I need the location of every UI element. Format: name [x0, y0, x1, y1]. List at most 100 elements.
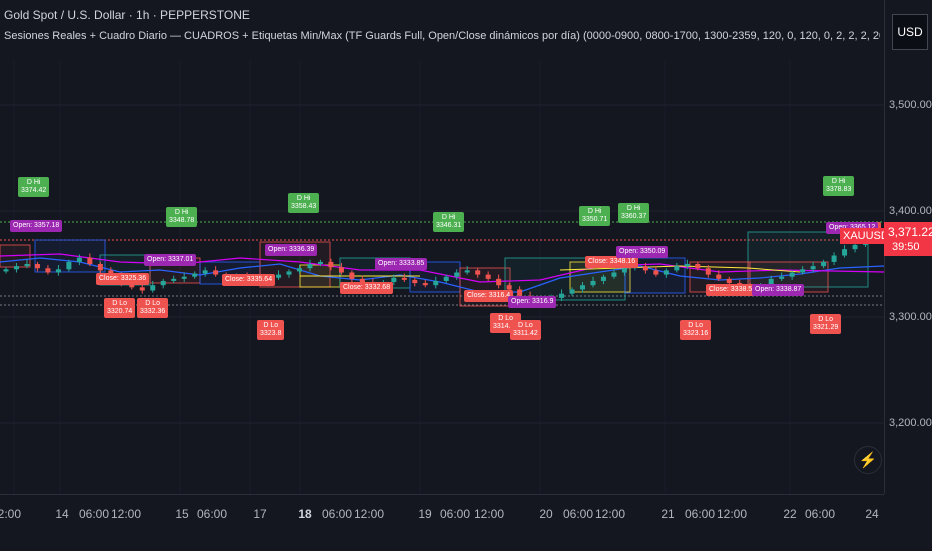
- candle-body: [87, 257, 93, 264]
- candle-body: [422, 283, 428, 286]
- open-label: Open: 3357.18: [10, 220, 63, 232]
- chart-area[interactable]: D Hi 3374.42 Open: 3357.18 Close: 3325.36 D …: [0, 0, 892, 494]
- time-tick: 06:00: [439, 507, 471, 521]
- lightning-icon[interactable]: ⚡: [854, 446, 882, 474]
- time-tick: 24: [865, 507, 879, 521]
- day-low-label: D Lo 3323.8: [257, 320, 285, 340]
- currency-button[interactable]: USD: [892, 14, 928, 50]
- day-high-label: D Hi 3346.31: [433, 212, 465, 232]
- label-line: 3314.64: [493, 323, 519, 330]
- candle-body: [139, 287, 145, 291]
- open-label: Open: 3337.01: [144, 254, 197, 266]
- close-label: Close: 3338.57: [706, 284, 760, 296]
- time-tick: 12:00: [594, 507, 626, 521]
- indicator-lines: [0, 253, 884, 293]
- candle-body: [171, 278, 177, 281]
- label-line: D Lo: [688, 322, 704, 329]
- candle-body: [580, 285, 586, 290]
- label-line: D Hi: [26, 179, 41, 186]
- day-low-label: D Lo 3320.74: [104, 298, 136, 318]
- candle-body: [517, 289, 523, 296]
- time-tick: 12:00: [353, 507, 385, 521]
- candle-body: [642, 266, 648, 271]
- moving-average-blue: [0, 257, 884, 293]
- candle-body: [653, 270, 659, 275]
- time-tick: 06:00: [196, 507, 228, 521]
- close-label: Close: 3348.16: [585, 256, 639, 268]
- open-label: Open: 3333.85: [375, 258, 428, 270]
- candle-body: [454, 272, 460, 277]
- candle-body: [716, 274, 722, 279]
- candle-body: [307, 264, 313, 269]
- candle-body: [328, 261, 334, 268]
- label-line: D Hi: [174, 209, 189, 216]
- time-tick: 19: [418, 507, 432, 521]
- candle-body: [202, 270, 208, 274]
- label-line: Open: 3338.87: [755, 286, 802, 293]
- day-high-label: D Hi 3378.83: [823, 176, 855, 196]
- time-tick: 12:00: [716, 507, 748, 521]
- label-line: Close: 3332.68: [343, 284, 391, 291]
- candle-body: [674, 266, 680, 271]
- label-line: D Hi: [626, 205, 641, 212]
- label-line: D Lo: [518, 322, 533, 329]
- candle-body: [286, 271, 292, 275]
- label-line: Close: 3335.64: [225, 276, 273, 283]
- label-line: 3374.42: [21, 187, 47, 194]
- candle-body: [789, 272, 795, 277]
- candle-body: [129, 283, 135, 288]
- candle-body: [45, 268, 51, 273]
- candle-body: [800, 269, 806, 273]
- last-price-badge: 3,371.22 39:50: [884, 222, 932, 256]
- label-line: 3346.31: [436, 222, 462, 229]
- candle-body: [150, 285, 156, 291]
- label-line: Close: 3325.36: [99, 275, 147, 282]
- indicator-legend[interactable]: Sesiones Reales + Cuadro Diario — CUADRO…: [4, 30, 880, 42]
- label-line: 3350.71: [582, 216, 608, 223]
- label-line: 3348.78: [169, 217, 195, 224]
- day-high-label: D Hi 3358.43: [288, 193, 320, 213]
- label-line: 3311.42: [513, 330, 538, 337]
- label-line: D Lo: [112, 300, 128, 307]
- candle-body: [590, 280, 596, 286]
- label-line: Open: 3350.09: [619, 248, 666, 255]
- time-tick: 12:00: [110, 507, 142, 521]
- candle-body: [705, 268, 711, 275]
- day-high-label: D Hi 3374.42: [18, 177, 50, 197]
- candle-body: [768, 278, 774, 286]
- close-label: Close: 3316.4: [464, 290, 514, 302]
- time-axis[interactable]: 12:001406:0012:001506:00171806:0012:0019…: [0, 494, 884, 551]
- candle-body: [464, 270, 470, 273]
- time-tick: 06:00: [804, 507, 836, 521]
- candle-body: [192, 273, 198, 277]
- close-label: Close: 3332.68: [340, 282, 394, 294]
- candle-body: [496, 278, 502, 286]
- label-line: Open: 3333.85: [378, 260, 425, 267]
- label-line: 3360.37: [621, 213, 647, 220]
- candle-body: [810, 266, 816, 270]
- candle-body: [726, 278, 732, 284]
- close-label: Close: 3335.64: [222, 274, 276, 286]
- label-line: D Lo: [145, 300, 161, 307]
- moving-average-purple: [0, 253, 884, 283]
- candle-body: [76, 257, 82, 262]
- open-label: Open: 3336.39: [265, 244, 318, 256]
- day-high-label: D Hi 3348.78: [166, 207, 198, 227]
- candle-body: [181, 276, 187, 279]
- price-tick: 3,500.00: [889, 99, 932, 111]
- price-chart[interactable]: [0, 0, 884, 494]
- time-tick: 20: [539, 507, 553, 521]
- bar-countdown: 39:50: [892, 241, 920, 253]
- time-tick: 17: [253, 507, 267, 521]
- label-line: Open: 3336.39: [268, 246, 315, 253]
- time-tick: 18: [298, 507, 312, 521]
- label-line: D Lo: [263, 322, 279, 329]
- label-line: D Lo: [498, 315, 514, 322]
- time-tick: 06:00: [321, 507, 353, 521]
- label-line: 3323.16: [683, 330, 709, 337]
- candle-body: [317, 261, 323, 264]
- candle-body: [13, 266, 19, 270]
- candle-body: [485, 274, 491, 279]
- chart-title[interactable]: Gold Spot / U.S. Dollar · 1h · PEPPERSTO…: [4, 8, 250, 22]
- open-label: Open: 3316.9: [508, 296, 557, 308]
